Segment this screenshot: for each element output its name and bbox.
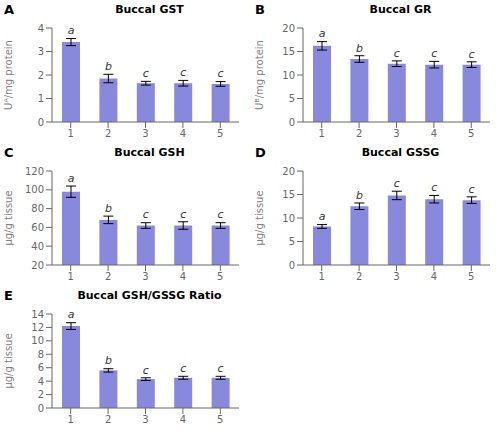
svg-text:14: 14 — [31, 309, 44, 320]
svg-text:Uᴬ/mg protein: Uᴬ/mg protein — [8, 40, 14, 110]
svg-text:c: c — [143, 208, 149, 221]
svg-text:4: 4 — [180, 271, 186, 282]
svg-text:5: 5 — [289, 236, 295, 247]
svg-text:4: 4 — [38, 376, 44, 387]
html-text:Buccal GSSG: Buccal GSSG — [361, 146, 440, 159]
html-text:Buccal GR: Buccal GR — [369, 3, 432, 16]
svg-text:4: 4 — [180, 414, 186, 425]
svg-text:c: c — [180, 208, 186, 221]
svg-text:20: 20 — [282, 23, 295, 34]
html-text:Buccal GSH: Buccal GSH — [114, 146, 185, 159]
svg-text:40: 40 — [31, 241, 44, 252]
svg-text:2: 2 — [105, 128, 111, 139]
svg-text:a: a — [319, 210, 326, 223]
svg-text:100: 100 — [25, 184, 44, 195]
svg-text:120: 120 — [25, 166, 44, 177]
svg-text:1: 1 — [319, 128, 325, 139]
svg-text:6: 6 — [38, 362, 44, 373]
svg-text:12: 12 — [31, 322, 44, 333]
svg-text:10: 10 — [282, 70, 295, 81]
svg-text:c: c — [394, 47, 400, 60]
svg-text:1: 1 — [319, 271, 325, 282]
html-text:E: E — [4, 288, 13, 303]
svg-text:10: 10 — [31, 335, 44, 346]
svg-text:80: 80 — [31, 203, 44, 214]
html-text:C: C — [4, 145, 14, 160]
svg-text:20: 20 — [31, 260, 44, 271]
svg-text:4: 4 — [38, 23, 44, 34]
svg-text:4: 4 — [431, 128, 437, 139]
svg-text:2: 2 — [38, 389, 44, 400]
svg-text:3: 3 — [142, 414, 148, 425]
svg-text:5: 5 — [217, 271, 223, 282]
svg-text:μg/g tissue: μg/g tissue — [8, 190, 14, 245]
svg-text:2: 2 — [356, 128, 362, 139]
svg-text:c: c — [431, 47, 437, 60]
svg-text:5: 5 — [217, 414, 223, 425]
svg-text:c: c — [180, 66, 186, 79]
svg-text:0: 0 — [289, 260, 295, 271]
svg-text:2: 2 — [356, 271, 362, 282]
svg-text:a: a — [68, 308, 75, 321]
svg-text:5: 5 — [468, 128, 474, 139]
svg-text:μg/g tissue: μg/g tissue — [254, 190, 265, 245]
svg-text:1: 1 — [38, 93, 44, 104]
html-text:B: B — [255, 2, 265, 17]
svg-text:3: 3 — [142, 271, 148, 282]
html-text:D: D — [255, 145, 266, 160]
svg-text:5: 5 — [468, 271, 474, 282]
svg-text:4: 4 — [180, 128, 186, 139]
svg-text:8: 8 — [38, 349, 44, 360]
svg-text:c: c — [431, 181, 437, 194]
svg-text:a: a — [68, 24, 75, 37]
svg-text:2: 2 — [105, 271, 111, 282]
html-text:A: A — [4, 2, 15, 17]
svg-text:c: c — [143, 67, 149, 80]
svg-text:3: 3 — [393, 128, 399, 139]
svg-text:a: a — [68, 172, 75, 185]
svg-text:b: b — [105, 354, 112, 367]
svg-text:a: a — [319, 27, 326, 40]
svg-text:b: b — [105, 202, 112, 215]
svg-text:5: 5 — [217, 128, 223, 139]
svg-text:Uᴮ/mg protein: Uᴮ/mg protein — [254, 40, 265, 110]
svg-text:b: b — [105, 60, 112, 73]
svg-text:c: c — [218, 67, 224, 80]
svg-text:5: 5 — [289, 93, 295, 104]
svg-text:0: 0 — [289, 117, 295, 128]
svg-text:c: c — [218, 362, 224, 375]
svg-text:0: 0 — [38, 117, 44, 128]
svg-text:20: 20 — [282, 166, 295, 177]
html-text:Buccal GST: Buccal GST — [115, 3, 184, 16]
svg-text:b: b — [356, 189, 363, 202]
svg-text:2: 2 — [38, 70, 44, 81]
svg-text:0: 0 — [38, 403, 44, 414]
svg-text:2: 2 — [105, 414, 111, 425]
svg-text:1: 1 — [68, 271, 74, 282]
svg-text:3: 3 — [38, 46, 44, 57]
svg-text:1: 1 — [68, 414, 74, 425]
svg-text:c: c — [469, 183, 475, 196]
svg-text:15: 15 — [282, 46, 295, 57]
svg-text:10: 10 — [282, 213, 295, 224]
svg-text:15: 15 — [282, 189, 295, 200]
svg-text:c: c — [394, 177, 400, 190]
html-text:Buccal GSH/GSSG Ratio: Buccal GSH/GSSG Ratio — [77, 289, 222, 302]
svg-text:4: 4 — [431, 271, 437, 282]
svg-text:c: c — [469, 48, 475, 61]
svg-text:c: c — [143, 364, 149, 377]
svg-text:b: b — [356, 42, 363, 55]
svg-text:1: 1 — [68, 128, 74, 139]
svg-text:3: 3 — [393, 271, 399, 282]
svg-text:60: 60 — [31, 222, 44, 233]
svg-text:3: 3 — [142, 128, 148, 139]
svg-text:c: c — [218, 208, 224, 221]
svg-text:μg/g tissue: μg/g tissue — [8, 333, 14, 388]
svg-text:c: c — [180, 362, 186, 375]
